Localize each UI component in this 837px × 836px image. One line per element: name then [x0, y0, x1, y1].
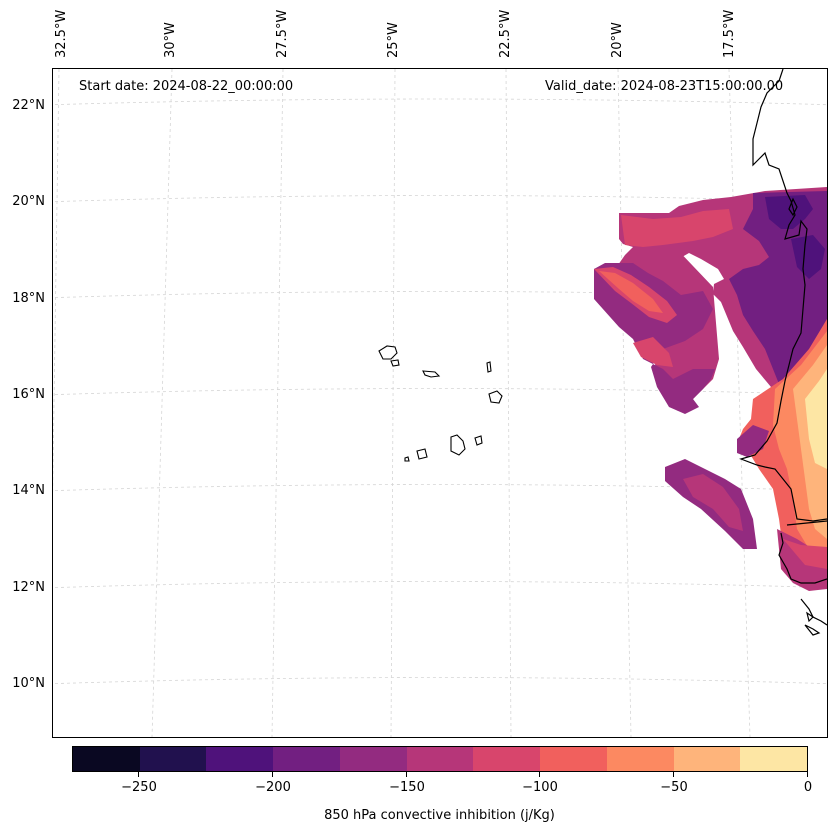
lat-label-12n: 12°N [12, 580, 45, 595]
lon-label-27-5w: 27.5°W [275, 9, 290, 58]
cape-verde-islands [378, 345, 503, 462]
coastlines [739, 69, 827, 636]
lon-label-30w: 30°W [163, 22, 178, 58]
colorbar-tick-label: 0 [803, 780, 813, 795]
colorbar-tick-label: −150 [389, 780, 425, 795]
island-santo-antao [378, 345, 398, 360]
island-fogo [416, 448, 428, 460]
colorbar-tick [539, 772, 540, 777]
colorbar-tick [673, 772, 674, 777]
island-sao-nicolau [422, 370, 441, 378]
island-sal [486, 361, 492, 373]
colorbar-cell [540, 747, 607, 771]
colorbar-cell [606, 747, 674, 771]
island-brava [404, 456, 410, 462]
start-date-label: Start date: 2024-08-22_00:00:00 [79, 79, 294, 94]
colorbar-tick-label: −100 [522, 780, 558, 795]
colorbar-cell [273, 747, 340, 771]
cin-core-deep-2 [791, 235, 825, 279]
africa-coastline [739, 69, 827, 522]
island-sao-vicente [390, 359, 400, 367]
cin-arm-upper [621, 209, 733, 247]
colorbar-tick [138, 772, 139, 777]
lat-label-16n: 16°N [12, 387, 45, 402]
colorbar-tick [406, 772, 407, 777]
lon-label-17-5w: 17.5°W [722, 9, 737, 58]
island-maio [474, 435, 483, 446]
colorbar-tick-label: −200 [255, 780, 291, 795]
cin-contours [594, 187, 827, 591]
bijagos-islands [804, 611, 821, 636]
colorbar [72, 746, 808, 772]
map-panel: Start date: 2024-08-22_00:00:00 Valid_da… [52, 68, 828, 738]
colorbar-cell [406, 747, 474, 771]
island-boa-vista [488, 390, 503, 404]
colorbar-tick [807, 772, 808, 777]
gridlines [53, 69, 827, 737]
lat-label-18n: 18°N [12, 291, 45, 306]
colorbar-cell [473, 747, 541, 771]
lon-label-32-5w: 32.5°W [54, 9, 69, 58]
coastline-cape-verde-region [788, 197, 798, 217]
cin-coast-core [805, 369, 827, 469]
colorbar-tick-label: −50 [660, 780, 688, 795]
lat-label-20n: 20°N [12, 194, 45, 209]
colorbar-cell [339, 747, 407, 771]
cin-region-south-inner [683, 474, 743, 531]
africa-coastline-south [778, 532, 827, 584]
lat-label-14n: 14°N [12, 483, 45, 498]
colorbar-cell [206, 747, 274, 771]
colorbar-tick-label: −250 [121, 780, 157, 795]
lon-label-22-5w: 22.5°W [498, 9, 513, 58]
island-santiago [450, 434, 466, 456]
cin-coast-south-2 [783, 539, 827, 569]
coastline-gambia [786, 520, 827, 526]
colorbar-cell [73, 747, 140, 771]
lat-label-22n: 22°N [12, 98, 45, 113]
colorbar-tick [272, 772, 273, 777]
colorbar-cell [673, 747, 741, 771]
lat-label-10n: 10°N [12, 676, 45, 691]
lon-label-25w: 25°W [386, 22, 401, 58]
colorbar-cell [139, 747, 207, 771]
cin-arm-west-core [599, 271, 663, 313]
africa-coastline-south-2 [800, 598, 827, 626]
cin-coast-purple [737, 425, 769, 457]
map-canvas [53, 69, 827, 737]
cin-arm-lower [633, 337, 673, 367]
valid-date-label: Valid_date: 2024-08-23T15:00:00.00 [545, 79, 784, 94]
lon-label-20w: 20°W [610, 22, 625, 58]
colorbar-title: 850 hPa convective inhibition (j/Kg) [324, 808, 555, 823]
colorbar-cell [740, 747, 808, 771]
